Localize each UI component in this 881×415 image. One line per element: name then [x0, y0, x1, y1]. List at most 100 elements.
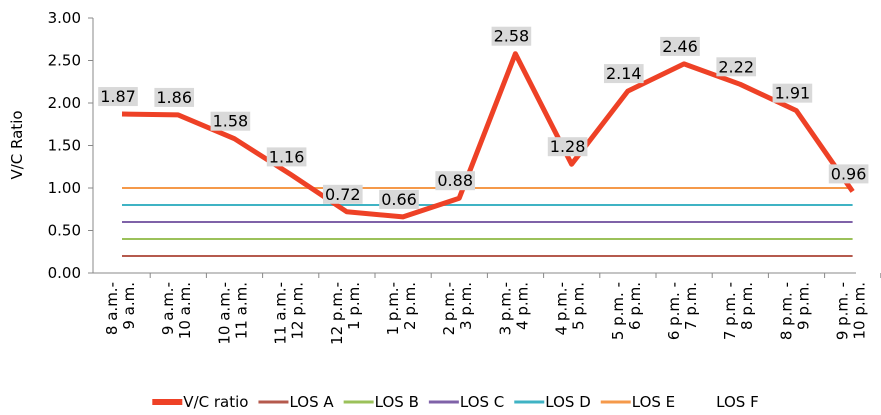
x-tick-label: 8 p.m. -9 p.m. [777, 282, 812, 340]
data-label-text: 1.91 [775, 84, 811, 103]
x-tick-label-line: 9 p.m. - [834, 282, 852, 340]
data-label-bg [547, 137, 588, 157]
data-label: 1.86 [154, 87, 195, 107]
data-label: 1.28 [547, 137, 588, 157]
x-tick-label: 9 a.m.-10 a.m. [159, 282, 194, 339]
x-tick-label: 8 a.m.-9 a.m. [103, 282, 138, 335]
x-tick-label-line: 10 a.m. [176, 282, 194, 339]
data-label-bg [210, 111, 251, 131]
data-label: 0.88 [435, 171, 476, 191]
data-label-text: 1.87 [100, 87, 136, 106]
legend-label: LOS C [460, 393, 504, 411]
data-label-bg [266, 147, 307, 167]
x-tick-label-line: 7 p.m. - [721, 282, 739, 340]
data-label-bg [322, 184, 363, 204]
x-tick-label-line: 9 p.m. [794, 282, 812, 330]
data-label-text: 0.66 [381, 190, 417, 209]
x-tick-label: 9 p.m. -10 p.m. [834, 282, 869, 340]
data-label-bg [772, 83, 813, 103]
data-label-bg [98, 87, 138, 107]
data-label-text: 0.96 [831, 164, 867, 183]
legend-label: LOS E [632, 393, 675, 411]
x-tick-label-line: 2 p.m. [401, 282, 419, 330]
x-tick-label-line: 8 p.m. [738, 282, 756, 330]
data-label: 1.58 [210, 111, 251, 131]
data-label-text: 0.72 [325, 185, 361, 204]
data-label: 2.58 [491, 26, 532, 46]
x-tick-label: 6 p.m. -7 p.m. [665, 282, 700, 340]
x-tick-label-line: 8 p.m. - [777, 282, 795, 340]
legend-label: LOS B [375, 393, 419, 411]
x-tick-label: 1 p.m.-2 p.m. [384, 282, 419, 335]
x-tick-label: 10 a.m.-11 a.m. [215, 282, 250, 345]
data-label: 1.91 [772, 83, 813, 103]
data-label: 1.87 [98, 87, 138, 107]
data-label-bg [603, 64, 644, 84]
data-label-bg [154, 87, 195, 107]
x-tick-label-line: 7 p.m. [682, 282, 700, 330]
legend-item: LOS E [600, 393, 675, 411]
data-label-bg [660, 36, 700, 56]
legend-item: LOS B [343, 393, 419, 411]
x-tick-label-line: 3 p.m. [457, 282, 475, 330]
y-tick-label: 3.00 [48, 9, 81, 27]
legend-label: LOS F [716, 393, 759, 411]
y-tick-label: 2.50 [48, 52, 81, 70]
x-tick-label-line: 10 a.m.- [215, 282, 233, 345]
data-label-text: 1.86 [156, 88, 192, 107]
data-label-text: 2.46 [662, 37, 698, 56]
data-label-text: 1.28 [550, 137, 586, 156]
x-tick-label: 12 p.m.-1 p.m. [328, 282, 363, 345]
x-tick-label-line: 6 p.m. - [665, 282, 683, 340]
data-label-text: 2.14 [606, 64, 642, 83]
data-label-text: 1.16 [269, 147, 305, 166]
data-label: 0.96 [828, 164, 869, 184]
data-label: 0.72 [322, 184, 363, 204]
x-tick-label-line: 12 p.m. [289, 282, 307, 340]
x-tick-label-line: 9 a.m. [120, 282, 138, 330]
x-tick-label-line: 12 p.m.- [328, 282, 346, 345]
x-tick-label-line: 10 p.m. [851, 282, 869, 340]
x-tick-label: 5 p.m. -6 p.m. [609, 282, 644, 340]
x-tick-label: 3 p.m.-4 p.m. [496, 282, 531, 335]
x-tick-label-line: 6 p.m. [626, 282, 644, 330]
legend-label: LOS A [289, 393, 334, 411]
x-tick-label-line: 8 a.m.- [103, 282, 121, 335]
data-label-text: 1.58 [213, 112, 249, 131]
y-tick-label: 1.50 [48, 137, 81, 155]
x-tick-label-line: 5 p.m. - [609, 282, 627, 340]
x-tick-label: 2 p.m.-3 p.m. [440, 282, 475, 335]
data-label-bg [828, 164, 869, 184]
x-tick-label-line: 2 p.m.- [440, 282, 458, 335]
x-tick-label: 4 p.m.-5 p.m. [553, 282, 588, 335]
legend: V/C ratio LOS A LOS B LOS C LOS D LOS E LOS F [152, 393, 759, 411]
x-tick-label-line: 11 a.m.- [272, 282, 290, 345]
x-tick-label-line: 1 p.m. [345, 282, 363, 330]
legend-item: LOS C [428, 393, 504, 411]
x-tick-label-line: 5 p.m. [570, 282, 588, 330]
data-label-text: 2.58 [494, 27, 530, 46]
data-label-bg [435, 171, 476, 191]
legend-item: LOS A [258, 393, 334, 411]
x-tick-label-line: 1 p.m.- [384, 282, 402, 335]
y-tick-label: 2.00 [48, 94, 81, 112]
x-tick-label-line: 9 a.m.- [159, 282, 177, 335]
series-line [121, 51, 855, 220]
data-label-text: 2.22 [718, 57, 754, 76]
data-label-bg [716, 57, 757, 77]
x-tick-label-line: 11 a.m. [232, 282, 250, 339]
data-label: 0.66 [379, 189, 419, 209]
data-label: 2.46 [660, 36, 700, 56]
legend-item: V/C ratio [152, 393, 248, 411]
y-tick-label: 1.00 [48, 179, 81, 197]
x-tick-label: 11 a.m.-12 p.m. [272, 282, 307, 345]
data-label-text: 0.88 [437, 171, 473, 190]
x-tick-label-line: 3 p.m.- [496, 282, 514, 335]
legend-label: LOS D [545, 393, 590, 411]
x-tick-label: 7 p.m. -8 p.m. [721, 282, 756, 340]
data-label-bg [379, 189, 419, 209]
legend-item: LOS D [514, 393, 591, 411]
x-tick-label-line: 4 p.m.- [553, 282, 571, 335]
y-axis-title: V/C Ratio [8, 110, 26, 179]
